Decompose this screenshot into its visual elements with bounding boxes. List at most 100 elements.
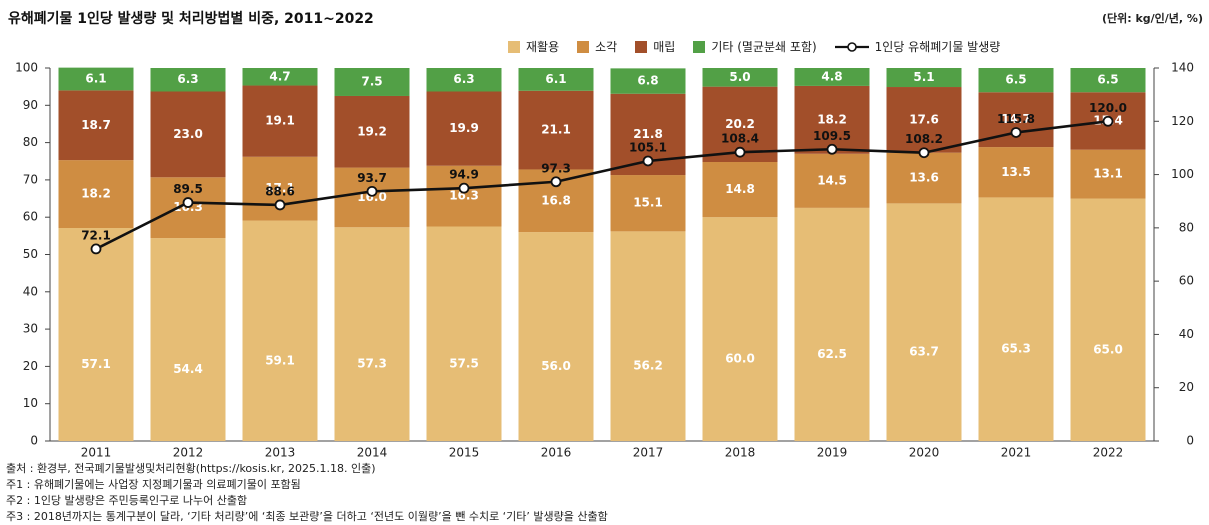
per-capita-point-2015 bbox=[458, 182, 470, 194]
x-axis-tick-label: 2020 bbox=[909, 446, 940, 460]
bar-data-label: 16.3 bbox=[449, 189, 479, 203]
bar-data-label: 6.3 bbox=[177, 72, 198, 86]
per-capita-point-2016 bbox=[550, 176, 562, 188]
x-axis-tick-label: 2017 bbox=[633, 446, 664, 460]
bar-segment-0-2011 bbox=[58, 228, 134, 441]
per-capita-data-label: 108.2 bbox=[905, 132, 943, 146]
bar-data-label: 19.1 bbox=[265, 114, 295, 128]
chart-plot: 0 10 20 30 40 50 60 70 80 90 100 0 20 40 60 80 100 120 140… bbox=[15, 61, 1194, 460]
left-axis-tick-label: 20 bbox=[23, 359, 38, 373]
legend-item-landfill: 매립 bbox=[635, 38, 675, 55]
bar-data-label: 18.2 bbox=[81, 187, 111, 201]
bar-data-label: 57.5 bbox=[449, 356, 479, 370]
per-capita-line bbox=[95, 119, 1109, 251]
per-capita-data-label: 89.5 bbox=[173, 182, 203, 196]
right-axis-tick-label: 120 bbox=[1171, 114, 1194, 128]
per-capita-point-2011 bbox=[90, 243, 102, 255]
bar-data-label: 54.4 bbox=[173, 362, 203, 376]
bar-segment-2-2019 bbox=[794, 85, 870, 154]
bar-data-label: 14.5 bbox=[817, 173, 847, 187]
bar-data-label: 5.0 bbox=[729, 70, 750, 84]
bar-data-label: 65.3 bbox=[1001, 342, 1031, 356]
bar-data-label: 20.2 bbox=[725, 117, 755, 131]
bar-segment-3-2015 bbox=[426, 68, 502, 92]
per-capita-data-label: 109.5 bbox=[813, 129, 851, 143]
x-axis-tick-label: 2012 bbox=[173, 446, 204, 460]
right-axis-tick-label: 140 bbox=[1171, 61, 1194, 75]
per-capita-point-2021 bbox=[1010, 127, 1022, 138]
bar-segment-1-2015 bbox=[426, 165, 502, 227]
bar-segment-2-2011 bbox=[58, 90, 134, 161]
footnote-3: 주3 : 2018년까지는 통계구분이 달라, ‘기타 처리량’에 ‘최종 보관… bbox=[6, 510, 608, 523]
bar-segment-1-2011 bbox=[58, 160, 134, 229]
x-axis-tick-label: 2014 bbox=[357, 446, 388, 460]
bar-data-label: 13.5 bbox=[1001, 165, 1031, 179]
chart-title: 유해폐기물 1인당 발생량 및 처리방법별 비중, 2011~2022 bbox=[8, 11, 374, 27]
bar-data-label: 18.2 bbox=[817, 112, 847, 126]
legend: 재활용 소각 매립 기타 (멸균분쇄 포함) 1인당 유해폐기물 발생량 bbox=[508, 38, 1000, 55]
bar-segment-0-2020 bbox=[886, 203, 962, 441]
bar-segment-0-2018 bbox=[702, 217, 778, 441]
bar-data-label: 57.3 bbox=[357, 357, 387, 371]
bar-segment-2-2013 bbox=[242, 85, 318, 157]
bar-segment-3-2021 bbox=[978, 68, 1054, 93]
x-axis-tick-label: 2015 bbox=[449, 446, 480, 460]
bar-segment-2-2015 bbox=[426, 91, 502, 166]
per-capita-point-2013 bbox=[274, 199, 286, 211]
bar-data-label: 56.0 bbox=[541, 359, 571, 373]
legend-swatch-landfill bbox=[635, 40, 648, 53]
bar-segment-0-2021 bbox=[978, 197, 1054, 441]
right-axis-tick-label: 40 bbox=[1179, 327, 1194, 341]
right-axis-tick-label: 20 bbox=[1179, 380, 1194, 394]
bar-data-label: 4.8 bbox=[821, 69, 842, 83]
bar-segment-3-2012 bbox=[150, 68, 226, 92]
bar-segment-0-2019 bbox=[794, 207, 870, 441]
bar-data-label: 14.8 bbox=[725, 182, 755, 196]
bar-segment-1-2017 bbox=[610, 175, 686, 232]
bar-data-label: 4.7 bbox=[269, 69, 290, 83]
legend-line-marker-icon bbox=[834, 41, 869, 52]
left-axis-tick-label: 0 bbox=[30, 434, 38, 448]
legend-item-other: 기타 (멸균분쇄 포함) bbox=[693, 38, 817, 55]
legend-label-other: 기타 (멸균분쇄 포함) bbox=[711, 40, 817, 54]
bar-data-label: 19.9 bbox=[449, 121, 479, 135]
bar-data-label: 57.1 bbox=[81, 357, 111, 371]
right-axis-tick-label: 0 bbox=[1186, 434, 1194, 448]
per-capita-data-label: 97.3 bbox=[541, 161, 571, 175]
bar-segment-1-2021 bbox=[978, 147, 1054, 198]
bar-data-label: 17.1 bbox=[265, 181, 295, 195]
x-axis-tick-label: 2011 bbox=[81, 446, 112, 460]
x-axis-tick-label: 2021 bbox=[1001, 446, 1032, 460]
bar-data-label: 21.8 bbox=[633, 127, 663, 141]
per-capita-data-label: 88.6 bbox=[265, 184, 295, 198]
bar-data-label: 14.7 bbox=[1001, 112, 1031, 126]
bar-segment-0-2015 bbox=[426, 226, 502, 441]
per-capita-data-label: 120.0 bbox=[1089, 101, 1127, 115]
left-axis-tick-label: 50 bbox=[23, 247, 38, 261]
bar-segment-0-2016 bbox=[518, 232, 594, 441]
legend-label-recycling: 재활용 bbox=[526, 40, 560, 54]
bar-segment-2-2020 bbox=[886, 87, 962, 153]
bar-segment-2-2014 bbox=[334, 95, 410, 168]
legend-swatch-other bbox=[693, 40, 706, 53]
legend-label-landfill: 매립 bbox=[653, 40, 676, 54]
bar-segment-0-2022 bbox=[1070, 198, 1146, 441]
left-axis-tick-label: 80 bbox=[23, 135, 38, 149]
x-axis-tick-label: 2013 bbox=[265, 446, 296, 460]
right-axis-tick-label: 80 bbox=[1179, 220, 1194, 234]
bar-segment-2-2012 bbox=[150, 91, 226, 178]
legend-swatch-recycling bbox=[508, 40, 520, 53]
bar-data-label: 7.5 bbox=[361, 74, 382, 88]
per-capita-point-2022 bbox=[1102, 115, 1114, 127]
bar-segment-0-2017 bbox=[610, 231, 686, 441]
bar-segment-3-2016 bbox=[518, 68, 594, 91]
bar-data-label: 56.2 bbox=[633, 359, 663, 373]
bar-data-label: 6.1 bbox=[545, 72, 566, 86]
x-axis-tick-label: 2018 bbox=[725, 446, 756, 460]
bar-segment-1-2022 bbox=[1070, 149, 1146, 199]
bar-data-label: 23.0 bbox=[173, 127, 203, 141]
bar-data-label: 60.0 bbox=[725, 352, 755, 366]
bar-data-label: 19.2 bbox=[357, 124, 387, 138]
per-capita-point-2012 bbox=[182, 197, 194, 208]
bar-data-label: 6.1 bbox=[85, 72, 106, 86]
